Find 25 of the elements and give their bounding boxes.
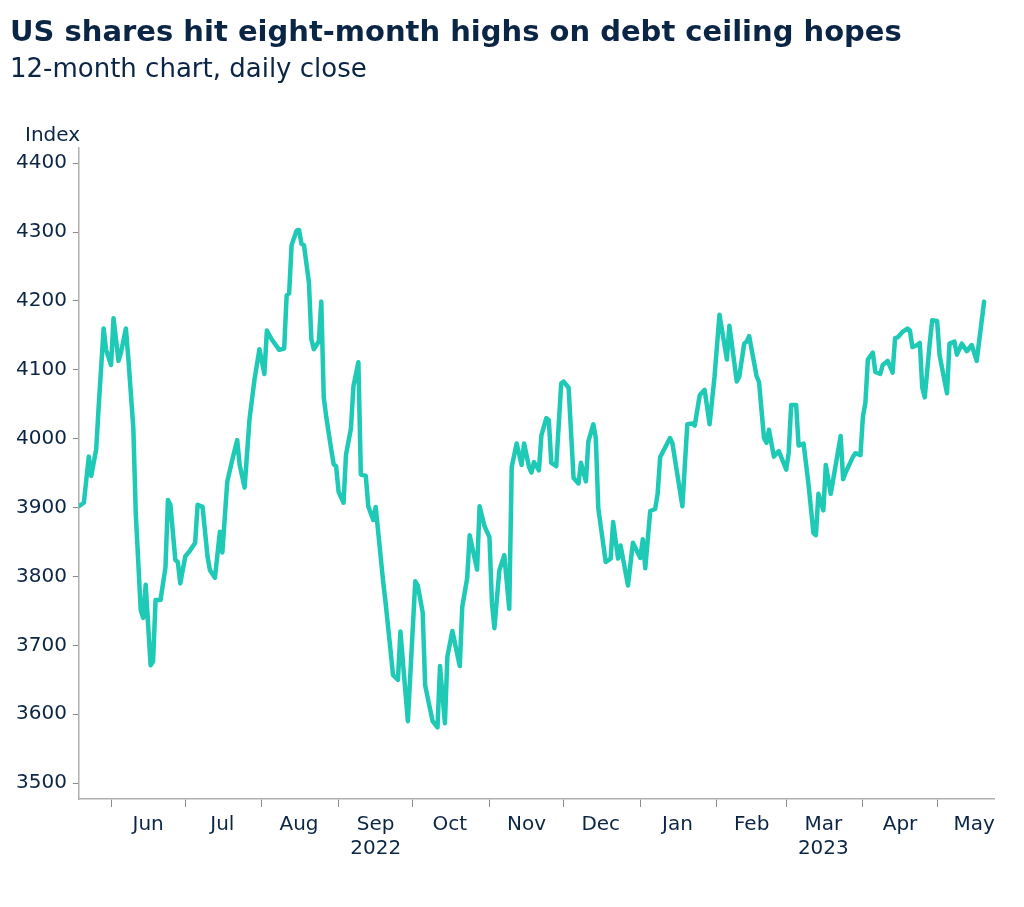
y-tick-label: 4000 xyxy=(15,424,67,449)
chart-title: US shares hit eight-month highs on debt ceiling hopes xyxy=(10,13,902,48)
y-axis-title: Index xyxy=(25,122,81,147)
x-tick-label: Sep 2022 xyxy=(350,811,402,860)
y-tick-label: 3700 xyxy=(15,631,67,656)
y-tick-label: 3900 xyxy=(15,493,67,518)
y-tick-label: 3500 xyxy=(15,769,67,794)
chart-subtitle: 12-month chart, daily close xyxy=(10,53,367,84)
x-tick-label: May xyxy=(953,811,996,836)
y-tick-label: 4200 xyxy=(15,287,67,312)
x-tick-label: Feb xyxy=(733,811,770,836)
y-tick-label: 4400 xyxy=(15,149,67,174)
x-tick-label: Apr xyxy=(882,811,919,836)
y-tick-label: 3600 xyxy=(15,700,67,725)
x-tick-label: Oct xyxy=(432,811,468,836)
y-tick-label: 4100 xyxy=(15,356,67,381)
x-tick-label: Jan xyxy=(660,811,693,836)
x-tick-label: Jun xyxy=(130,811,164,836)
x-tick-label: Dec xyxy=(581,811,621,836)
x-tick-label: Nov xyxy=(507,811,547,836)
x-tick-label: Aug xyxy=(279,811,319,836)
y-tick-label: 4300 xyxy=(15,218,67,243)
y-tick-label: 3800 xyxy=(15,562,67,587)
x-tick-label: Mar 2023 xyxy=(797,811,849,860)
x-tick-label: Jul xyxy=(208,811,235,836)
